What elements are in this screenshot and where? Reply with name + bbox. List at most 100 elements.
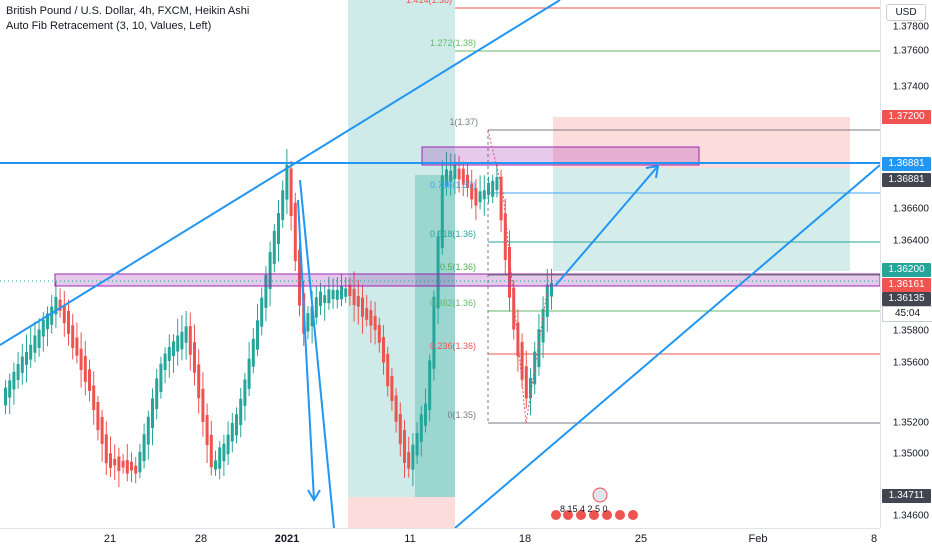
target-profit-zone <box>553 168 850 271</box>
time-tick: 28 <box>194 533 208 545</box>
time-tick: 11 <box>404 533 416 545</box>
candle-body <box>268 252 272 289</box>
candle-body <box>218 447 222 469</box>
candle-body <box>466 174 469 188</box>
candle-body <box>184 326 188 343</box>
candle-body <box>335 289 339 300</box>
arrow-up-head <box>645 164 660 179</box>
time-axis[interactable]: 21 28 2021 11 18 25 Feb 8 <box>0 528 880 551</box>
trendline-lower <box>454 164 880 528</box>
price-tick: 1.35800 <box>892 325 929 337</box>
time-tick: 2021 <box>274 533 300 545</box>
fib-level-label: 1.272(1.38) <box>429 38 476 48</box>
time-tick: 25 <box>634 533 648 545</box>
candle-body <box>487 182 490 196</box>
candle-body <box>235 414 238 436</box>
candle-body <box>432 296 436 369</box>
arrow-up <box>554 165 659 287</box>
candle-body <box>16 364 20 380</box>
candle-body <box>4 387 7 406</box>
candle-body <box>155 378 159 409</box>
candle-body <box>239 398 243 426</box>
candle-body <box>419 414 423 442</box>
price-chart[interactable]: 8 15 4 2 5 0 <box>0 0 880 528</box>
candle-body <box>356 296 360 307</box>
candle-body <box>382 336 385 363</box>
candle-body <box>29 344 33 360</box>
candle-body <box>340 286 343 300</box>
candle-body <box>440 175 444 248</box>
candle-body <box>457 168 461 180</box>
candle-body <box>306 313 310 332</box>
candle-body <box>319 291 322 307</box>
price-badge: 1.36881 <box>882 157 931 171</box>
fib-level-label: 0.236(1.36) <box>429 341 476 351</box>
flag-icon <box>592 487 608 503</box>
candle-body <box>130 461 133 471</box>
candle-body <box>503 213 507 261</box>
candle-body <box>516 322 520 357</box>
candle-body <box>251 338 255 367</box>
candle-body <box>524 366 528 399</box>
event-icon <box>589 510 599 520</box>
candle-body <box>75 337 79 356</box>
price-badge: 1.36200 <box>882 263 931 277</box>
candle-body <box>394 395 398 422</box>
candle-body <box>453 164 457 179</box>
candle-body <box>8 380 12 398</box>
price-axis[interactable]: 1.37800 1.37600 1.37400 1.36600 1.36400 1.358… <box>880 0 932 528</box>
candle-body <box>46 313 49 330</box>
symbol-legend[interactable]: British Pound / U.S. Dollar, 4h, FXCM, H… <box>6 5 250 17</box>
chart-area[interactable]: 8 15 4 2 5 0 British Pound / U.S. Dollar… <box>0 0 880 528</box>
candle-body <box>272 230 276 264</box>
fib-level-label: 0.5(1.36) <box>439 262 476 272</box>
event-icon <box>563 510 573 520</box>
candle-body <box>436 236 440 309</box>
candle-body <box>142 434 146 462</box>
price-badge: 45:04 <box>882 306 932 322</box>
candle-body <box>172 341 175 357</box>
candle-body <box>62 305 66 324</box>
candle-body <box>37 329 41 348</box>
candle-body <box>529 378 532 399</box>
candle-body <box>470 183 474 200</box>
candle-body <box>230 423 234 442</box>
candle-body <box>461 168 465 185</box>
fib-level-label: 0.618(1.36) <box>429 229 476 239</box>
candle-body <box>508 246 511 298</box>
arrow-down-head <box>307 489 321 502</box>
candle-body <box>109 453 112 468</box>
candle-body <box>41 319 45 337</box>
candle-body <box>205 415 209 446</box>
candle-body <box>243 379 247 406</box>
candle-body <box>58 299 62 311</box>
price-tick: 1.36600 <box>892 203 929 215</box>
event-icon <box>551 510 561 520</box>
trendline-down <box>299 179 335 528</box>
candle-body <box>159 363 163 392</box>
candle-body <box>100 416 104 444</box>
candle-body <box>71 325 75 349</box>
candle-body <box>289 168 293 217</box>
price-badge: 1.34711 <box>882 489 931 503</box>
candle-body <box>537 329 541 368</box>
fib-level-label: 1(1.37) <box>449 117 478 127</box>
currency-button[interactable]: USD <box>886 4 926 21</box>
candle-body <box>310 306 314 327</box>
price-tick: 1.37600 <box>892 45 929 57</box>
price-badge: 1.37200 <box>882 110 931 124</box>
candle-body <box>264 274 268 308</box>
candle-body <box>545 284 549 317</box>
fib-level-label: 0(1.35) <box>447 410 476 420</box>
candle-body <box>277 212 280 244</box>
fib-level-label: 0.382(1.36) <box>429 298 476 308</box>
candle-body <box>33 335 37 353</box>
price-tick: 1.35600 <box>892 357 929 369</box>
candle-body <box>323 295 327 304</box>
target-stop-zone <box>553 117 850 168</box>
candle-body <box>512 287 516 330</box>
indicator-legend[interactable]: Auto Fib Retracement (3, 10, Values, Lef… <box>6 20 212 32</box>
candle-body <box>113 458 117 466</box>
candle-body <box>331 289 335 300</box>
candle-body <box>411 444 415 470</box>
